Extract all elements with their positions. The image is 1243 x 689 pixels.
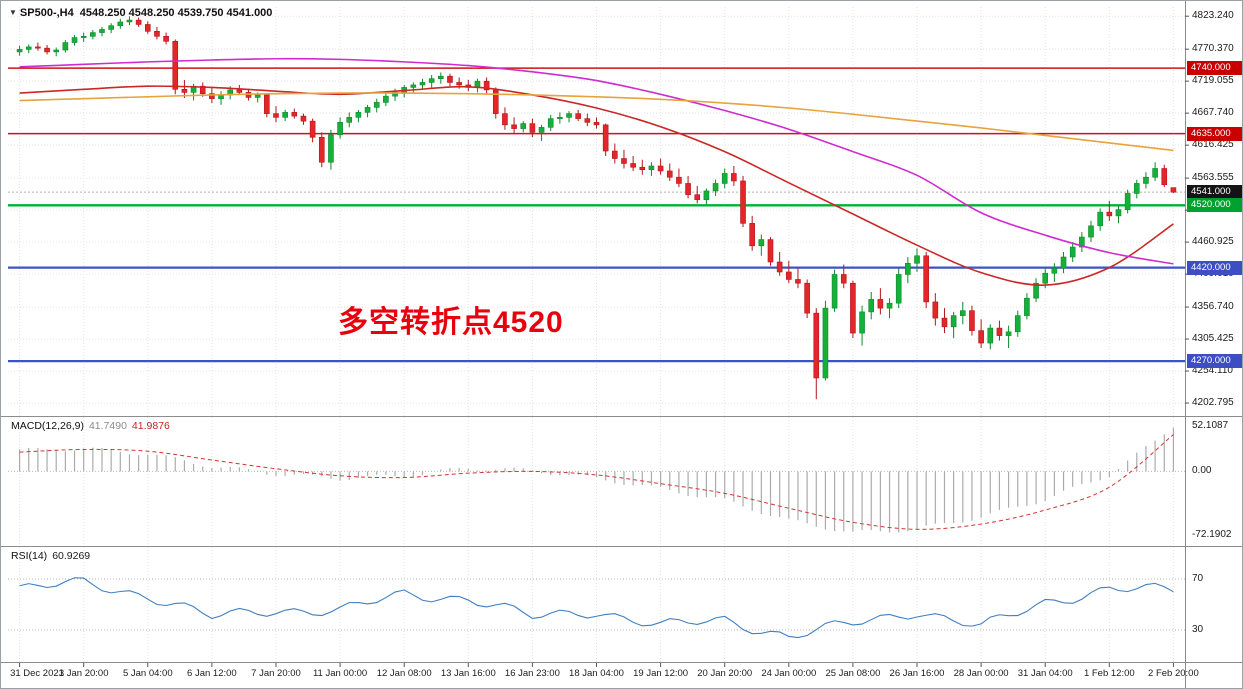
price-grid-label: 4823.240	[1192, 10, 1234, 22]
price-line-badge: 4541.000	[1187, 185, 1242, 200]
symbol-dropdown-icon[interactable]: ▼	[9, 8, 17, 17]
rsi-line	[19, 577, 1174, 639]
price-axis[interactable]: 4823.240 4770.370 4719.055 4667.740 4616.425…	[1186, 1, 1242, 688]
price-line-badge: 4420.000	[1187, 260, 1242, 275]
grid	[8, 7, 1185, 662]
price-grid-label: 4667.740	[1192, 107, 1234, 119]
price-grid-label: 4356.740	[1192, 301, 1234, 313]
price-grid-label: 4719.055	[1192, 75, 1234, 87]
rsi-indicator-label: RSI(14) 60.9269	[11, 550, 90, 562]
price-grid-label: 4616.425	[1192, 139, 1234, 151]
chart-symbol-timeframe: SP500-,H4	[19, 7, 74, 19]
rsi-name: RSI(14)	[11, 550, 48, 562]
macd-indicator-label: MACD(12,26,9) 41.7490 41.9876	[11, 420, 170, 432]
price-grid-label: 4460.925	[1192, 236, 1234, 248]
ma-slow-orange	[19, 92, 1174, 152]
chart-title: ▼ SP500-,H4 4548.250 4548.250 4539.750 454…	[9, 7, 272, 19]
macd-axis-label: 52.1087	[1192, 419, 1229, 431]
price-grid-label: 4305.425	[1192, 333, 1234, 345]
macd-main-value: 41.7490	[88, 420, 127, 432]
price-grid-label: 4563.555	[1192, 172, 1234, 184]
macd-axis-label: 0.00	[1192, 465, 1212, 477]
price-grid-label: 4254.110	[1192, 365, 1233, 377]
ma-fast-red	[19, 85, 1174, 286]
chart-ohlc-readout: 4548.250 4548.250 4539.750 4541.000	[79, 7, 273, 19]
price-grid-label: 4202.795	[1192, 397, 1234, 409]
macd-histogram	[18, 427, 1175, 533]
candles	[16, 16, 1177, 400]
macd-axis-label: -72.1902	[1192, 528, 1232, 540]
macd-signal-line	[19, 434, 1174, 530]
price-line-badge: 4270.000	[1187, 354, 1242, 369]
macd-name: MACD(12,26,9)	[11, 420, 84, 432]
price-line-badge: 4520.000	[1187, 198, 1242, 213]
price-grid-label: 4770.370	[1192, 43, 1234, 55]
price-line-badge: 4635.000	[1187, 126, 1242, 141]
rsi-value: 60.9269	[52, 550, 91, 562]
rsi-axis-label: 30	[1192, 624, 1204, 636]
rsi-axis-label: 70	[1192, 572, 1204, 584]
price-line-badge: 4740.000	[1187, 61, 1242, 76]
ma-mid-magenta	[19, 57, 1174, 265]
annotation-text[interactable]: 多空转折点4520	[338, 306, 564, 339]
macd-signal-value: 41.9876	[131, 420, 170, 432]
